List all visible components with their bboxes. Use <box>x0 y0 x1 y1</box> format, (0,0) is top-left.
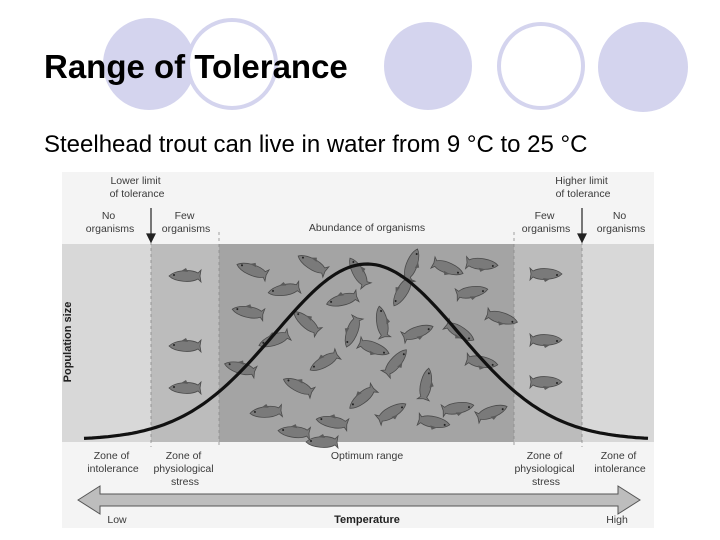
zone-intolerance-left-label: Zone of intolerance <box>87 450 139 475</box>
population-curve <box>83 262 649 440</box>
decor-circle-3 <box>598 22 688 112</box>
limit-arrows <box>146 208 587 244</box>
slide-subtitle: Steelhead trout can live in water from 9… <box>44 131 588 158</box>
zone-stress-right-label: Zone of physiological stress <box>514 450 577 488</box>
decor-ring-2 <box>497 22 585 110</box>
decor-circle-1 <box>103 18 195 110</box>
zone-intolerance-right-label: Zone of intolerance <box>594 450 646 475</box>
abundance-label: Abundance of organisms <box>309 222 425 234</box>
tolerance-diagram: Lower limit of tolerance No organisms Fe… <box>62 172 654 528</box>
tolerance-diagram-svg: Lower limit of tolerance No organisms Fe… <box>62 175 654 526</box>
no-organisms-left-label: No organisms <box>86 210 134 235</box>
lower-limit-label: Lower limit of tolerance <box>110 175 165 200</box>
slide-title: Range of Tolerance <box>44 48 348 85</box>
x-axis-title: Temperature <box>334 514 400 526</box>
no-organisms-right-label: No organisms <box>597 210 645 235</box>
optimum-range-label: Optimum range <box>331 450 404 462</box>
few-organisms-right-label: Few organisms <box>522 210 570 235</box>
decor-ring-1 <box>186 18 278 110</box>
zone-intolerance-left <box>62 244 151 442</box>
zone-stress-left-label: Zone of physiological stress <box>153 450 216 488</box>
few-organisms-left-label: Few organisms <box>162 210 210 235</box>
temperature-arrow <box>77 485 641 515</box>
higher-limit-label: Higher limit of tolerance <box>555 175 610 200</box>
x-axis-low-label: Low <box>107 514 127 526</box>
decor-circle-2 <box>384 22 472 110</box>
zone-intolerance-right <box>582 244 654 442</box>
x-axis-high-label: High <box>606 514 628 526</box>
y-axis-label: Population size <box>62 302 74 383</box>
